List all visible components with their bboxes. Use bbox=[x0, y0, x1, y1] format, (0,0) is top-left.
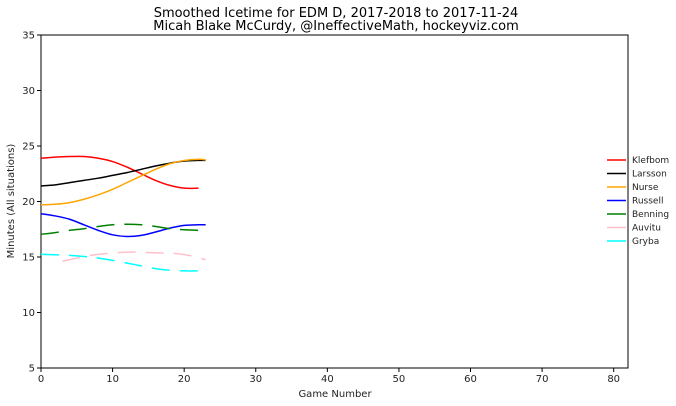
x-tick-label: 20 bbox=[178, 374, 191, 385]
y-tick-label: 10 bbox=[22, 308, 35, 319]
legend-label: Gryba bbox=[632, 237, 659, 247]
legend-item-larsson: Larsson bbox=[607, 170, 667, 180]
y-tick-label: 30 bbox=[22, 86, 35, 97]
legend-item-russell: Russell bbox=[607, 197, 663, 207]
series-line-benning bbox=[40, 223, 206, 235]
y-tick-label: 25 bbox=[22, 142, 35, 153]
legend-item-gryba: Gryba bbox=[607, 237, 659, 247]
x-axis-ticks: 0 10 20 30 40 50 60 70 80 bbox=[38, 368, 620, 385]
series-line-auvitu bbox=[62, 251, 206, 263]
legend-label: Benning bbox=[632, 210, 669, 220]
legend-item-klefbom: Klefbom bbox=[607, 156, 669, 166]
chart-title: Smoothed Icetime for EDM D, 2017-2018 to… bbox=[154, 6, 519, 21]
chart-subtitle: Micah Blake McCurdy, @IneffectiveMath, h… bbox=[153, 19, 519, 34]
x-axis-label: Game Number bbox=[298, 389, 372, 400]
y-tick-label: 20 bbox=[22, 197, 35, 208]
x-tick-label: 30 bbox=[249, 374, 262, 385]
series-line-gryba bbox=[40, 253, 206, 272]
legend-label: Klefbom bbox=[632, 156, 669, 166]
x-tick-label: 40 bbox=[321, 374, 334, 385]
series-line-larsson bbox=[40, 159, 206, 187]
legend-label: Russell bbox=[632, 197, 663, 207]
legend-label: Auvitu bbox=[632, 224, 661, 234]
x-tick-label: 70 bbox=[536, 374, 549, 385]
legend-item-benning: Benning bbox=[607, 210, 669, 220]
y-axis-label: Minutes (All situations) bbox=[6, 144, 17, 259]
y-tick-label: 5 bbox=[29, 364, 35, 375]
series-layer bbox=[40, 155, 206, 272]
legend: Klefbom Larsson Nurse Russell Benning Auvitu G… bbox=[607, 156, 669, 247]
legend-label: Nurse bbox=[632, 183, 659, 193]
x-tick-label: 10 bbox=[106, 374, 119, 385]
legend-item-auvitu: Auvitu bbox=[607, 224, 661, 234]
x-tick-label: 60 bbox=[464, 374, 477, 385]
plot-frame bbox=[40, 34, 629, 369]
series-line-nurse bbox=[40, 158, 206, 206]
series-line-klefbom bbox=[40, 155, 199, 190]
x-tick-label: 0 bbox=[38, 374, 44, 385]
y-tick-label: 35 bbox=[22, 31, 35, 42]
x-tick-label: 80 bbox=[607, 374, 620, 385]
legend-label: Larsson bbox=[632, 170, 667, 180]
y-tick-label: 15 bbox=[22, 253, 35, 264]
y-axis-ticks: 5 10 15 20 25 30 35 bbox=[22, 31, 41, 375]
plot-area: 0 10 20 30 40 50 60 70 80 5 10 15 20 25 30 35 bbox=[22, 31, 629, 385]
series-line-russell bbox=[40, 212, 206, 238]
legend-item-nurse: Nurse bbox=[607, 183, 659, 193]
x-tick-label: 50 bbox=[393, 374, 406, 385]
